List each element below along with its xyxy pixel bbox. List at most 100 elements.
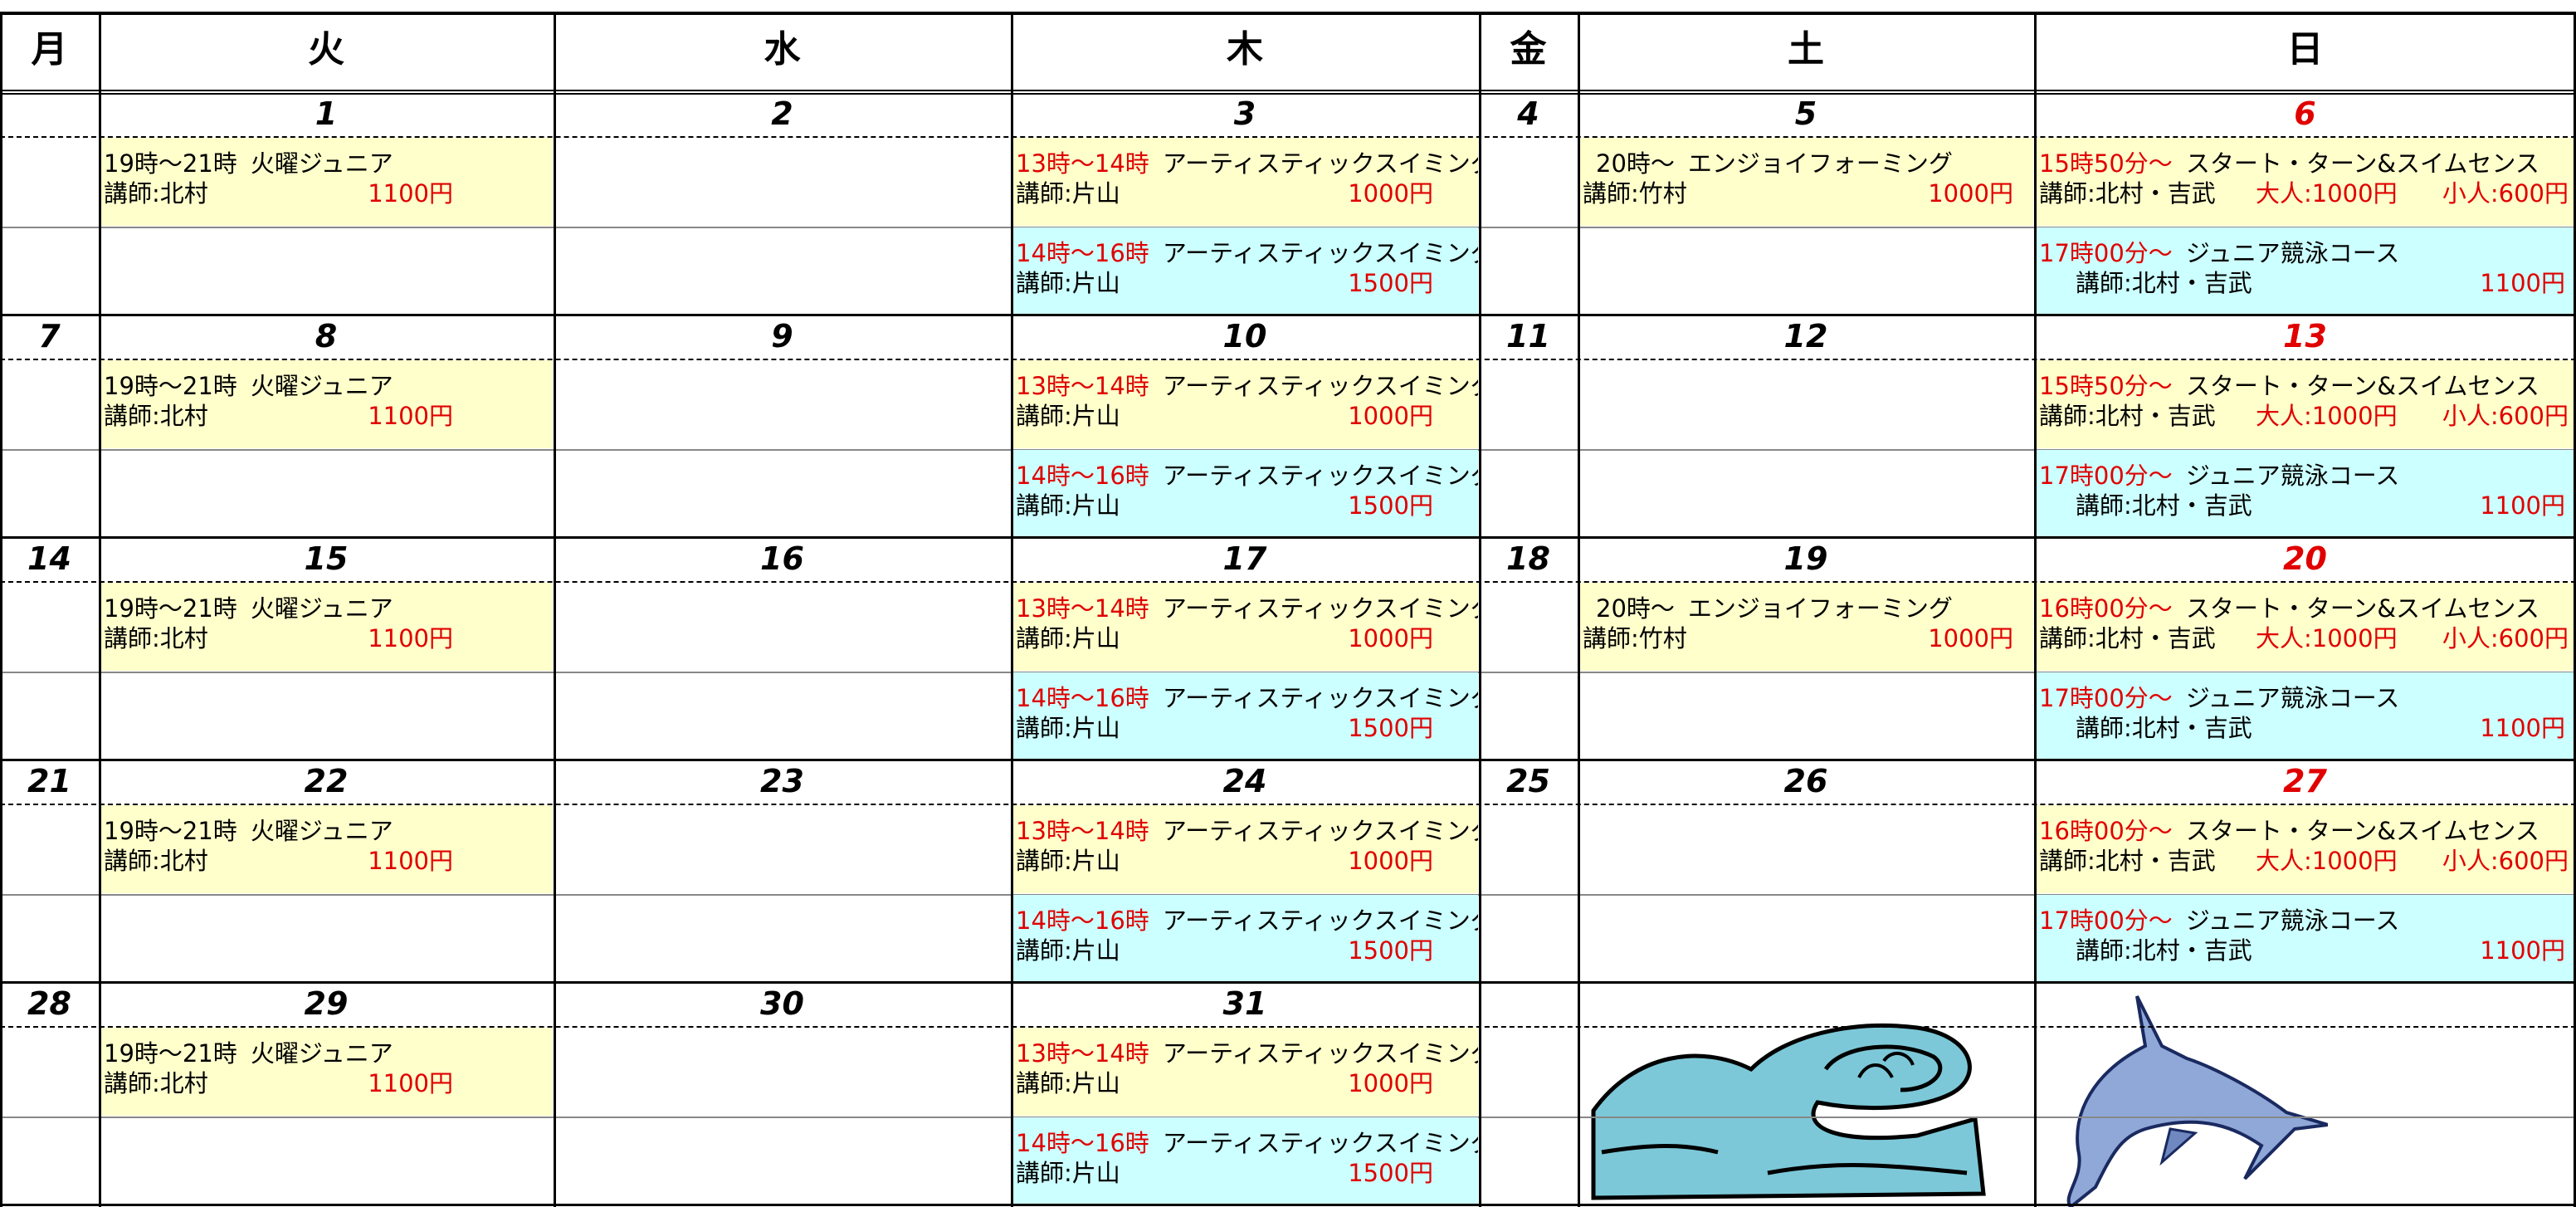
event-time: 13時～14時 xyxy=(1016,594,1149,623)
event-price: 1500円 xyxy=(1348,1159,1433,1187)
date-number: 3 xyxy=(1233,95,1256,132)
date-number: 12 xyxy=(1783,318,1828,354)
day-header: 木 xyxy=(1227,28,1263,71)
event-time: 15時50分～ xyxy=(2039,149,2173,178)
date-number: 2 xyxy=(771,95,793,132)
event-instructor: 講師:片山 xyxy=(1016,269,1120,297)
event-title: 火曜ジュニア xyxy=(250,817,393,845)
dolphin-illustration xyxy=(2066,995,2328,1207)
date-separator xyxy=(0,581,2576,583)
date-number: 28 xyxy=(27,985,71,1022)
event-instructor: 講師:竹村 xyxy=(1583,179,1687,208)
event-cell: 15時50分～ スタート・ターン&スイムセンス 講師:北村・吉武 大人:1000円 小人… xyxy=(2036,138,2575,226)
event-title: スタート・ターン&スイムセンス xyxy=(2185,817,2539,845)
date-separator xyxy=(0,136,2576,138)
event-cell: 13時～14時 アーティスティックスイミング 講師:片山 1000円 xyxy=(1012,1028,1478,1116)
event-instructor: 講師:北村 xyxy=(104,402,208,430)
event-title-line: 20時～ エンジョイフォーミング xyxy=(1596,149,1953,178)
event-time: 13時～14時 xyxy=(1016,817,1149,845)
event-cell: 19時～21時 火曜ジュニア 講師:北村 1100円 xyxy=(100,138,553,226)
event-cell: 17時00分～ ジュニア競泳コース 講師:北村・吉武 1100円 xyxy=(2036,672,2575,760)
event-cell: 13時～14時 アーティスティックスイミング 講師:片山 1000円 xyxy=(1012,138,1478,226)
event-title-line: 17時00分～ ジュニア競泳コース xyxy=(2039,239,2399,267)
event-title: スタート・ターン&スイムセンス xyxy=(2185,372,2539,400)
week-border xyxy=(0,759,2576,761)
event-cell: 20時～ エンジョイフォーミング 講師:竹村 1000円 xyxy=(1579,583,2033,671)
event-price: 1100円 xyxy=(368,847,453,875)
event-cell: 14時～16時 アーティスティックスイミング 講師:片山 1500円 xyxy=(1012,227,1478,315)
event-instructor: 講師:北村 xyxy=(104,624,208,652)
date-number: 23 xyxy=(760,763,804,799)
event-cell: 19時～21時 火曜ジュニア 講師:北村 1100円 xyxy=(100,805,553,893)
event-time: 20時～ xyxy=(1596,149,1675,178)
date-number: 18 xyxy=(1506,540,1550,577)
event-title-line: 19時～21時 火曜ジュニア xyxy=(104,149,393,178)
date-number: 10 xyxy=(1222,318,1267,354)
event-title: アーティスティックスイミング xyxy=(1162,149,1478,178)
event-price: 1100円 xyxy=(2480,491,2565,520)
event-title: エンジョイフォーミング xyxy=(1687,149,1953,178)
event-time: 20時～ xyxy=(1596,594,1675,623)
event-instructor: 講師:北村・吉武 xyxy=(2076,491,2252,520)
event-instructor: 講師:北村・吉武 xyxy=(2076,714,2252,742)
event-title-line: 13時～14時 アーティスティックスイミング xyxy=(1016,1039,1478,1068)
event-price: 大人:1000円 xyxy=(2256,847,2398,875)
event-time: 19時～21時 xyxy=(104,149,237,178)
event-price: 1000円 xyxy=(1928,624,2013,652)
event-title-line: 15時50分～ スタート・ターン&スイムセンス xyxy=(2039,372,2539,400)
event-time: 13時～14時 xyxy=(1016,149,1149,178)
event-title: 火曜ジュニア xyxy=(250,372,393,400)
event-instructor: 講師:片山 xyxy=(1016,402,1120,430)
date-number: 30 xyxy=(760,985,804,1022)
date-number: 11 xyxy=(1506,318,1550,354)
week-border xyxy=(0,536,2576,539)
event-price: 1000円 xyxy=(1348,847,1433,875)
event-cell: 14時～16時 アーティスティックスイミング 講師:片山 1500円 xyxy=(1012,1117,1478,1205)
event-time: 17時00分～ xyxy=(2039,239,2173,267)
event-price: 小人:600円 xyxy=(2442,847,2569,875)
event-title-line: 13時～14時 アーティスティックスイミング xyxy=(1016,594,1478,623)
event-price: 1000円 xyxy=(1348,179,1433,208)
event-cell: 20時～ エンジョイフォーミング 講師:竹村 1000円 xyxy=(1579,138,2033,226)
event-time: 13時～14時 xyxy=(1016,372,1149,400)
event-title-line: 13時～14時 アーティスティックスイミング xyxy=(1016,817,1478,845)
header-border xyxy=(0,12,2576,15)
event-title-line: 20時～ エンジョイフォーミング xyxy=(1596,594,1953,623)
event-title: エンジョイフォーミング xyxy=(1687,594,1953,623)
event-title-line: 14時～16時 アーティスティックスイミング xyxy=(1016,239,1478,267)
event-price: 小人:600円 xyxy=(2442,624,2569,652)
event-time: 17時00分～ xyxy=(2039,462,2173,490)
event-time: 16時00分～ xyxy=(2039,594,2173,623)
date-number: 16 xyxy=(760,540,804,577)
column-border xyxy=(1479,12,1481,1207)
event-cell: 17時00分～ ジュニア競泳コース 講師:北村・吉武 1100円 xyxy=(2036,895,2575,983)
event-price: 1000円 xyxy=(1348,402,1433,430)
event-time: 15時50分～ xyxy=(2039,372,2173,400)
week-border xyxy=(0,981,2576,984)
day-header: 日 xyxy=(2286,28,2324,71)
column-border xyxy=(0,12,2,1207)
event-price: 1000円 xyxy=(1348,624,1433,652)
event-price: 1500円 xyxy=(1348,714,1433,742)
event-cell: 13時～14時 アーティスティックスイミング 講師:片山 1000円 xyxy=(1012,583,1478,671)
event-cell: 19時～21時 火曜ジュニア 講師:北村 1100円 xyxy=(100,360,553,448)
event-title: アーティスティックスイミング xyxy=(1162,239,1478,267)
event-price: 1100円 xyxy=(2480,714,2565,742)
event-cell: 19時～21時 火曜ジュニア 講師:北村 1100円 xyxy=(100,583,553,671)
event-instructor: 講師:竹村 xyxy=(1583,624,1687,652)
date-separator xyxy=(0,1026,2576,1028)
event-title: アーティスティックスイミング xyxy=(1162,1129,1478,1157)
event-instructor: 講師:北村 xyxy=(104,1069,208,1097)
event-instructor: 講師:片山 xyxy=(1016,936,1120,965)
event-title: 火曜ジュニア xyxy=(250,1039,393,1068)
date-number: 7 xyxy=(38,318,61,354)
event-instructor: 講師:片山 xyxy=(1016,624,1120,652)
event-instructor: 講師:北村 xyxy=(104,179,208,208)
event-price: 小人:600円 xyxy=(2442,179,2569,208)
column-border xyxy=(2574,12,2576,1207)
event-title-line: 19時～21時 火曜ジュニア xyxy=(104,372,393,400)
event-title-line: 13時～14時 アーティスティックスイミング xyxy=(1016,149,1478,178)
event-title-line: 14時～16時 アーティスティックスイミング xyxy=(1016,462,1478,490)
event-title: 火曜ジュニア xyxy=(250,149,393,178)
event-cell: 19時～21時 火曜ジュニア 講師:北村 1100円 xyxy=(100,1028,553,1116)
